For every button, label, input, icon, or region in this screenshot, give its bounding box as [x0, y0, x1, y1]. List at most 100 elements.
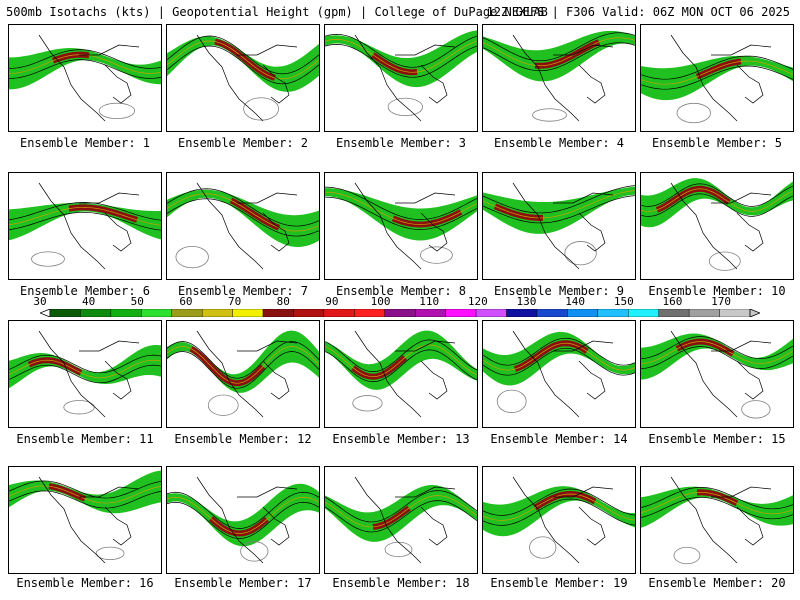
coastline [38, 330, 140, 418]
ensemble-map-panel [8, 466, 162, 574]
colorbar-segment [688, 309, 720, 317]
colorbar-segment [506, 309, 538, 317]
height-contour [167, 501, 319, 539]
colorbar-tick-label: 70 [227, 295, 242, 308]
colorbar-segment [171, 309, 203, 317]
colorbar-segment [201, 309, 233, 317]
height-contour-loop [98, 102, 136, 120]
height-contour-loop [708, 251, 741, 271]
height-contour [483, 37, 635, 67]
ensemble-map-panel [640, 466, 794, 574]
height-contour [9, 212, 161, 231]
ensemble-member-caption: Ensemble Member: 2 [177, 136, 309, 150]
height-contour [483, 342, 635, 371]
ensemble-map-panel [166, 24, 320, 132]
colorbar-segment [445, 309, 477, 317]
height-contour [325, 33, 477, 68]
isotach-band [325, 30, 477, 88]
isotach-colorbar [40, 309, 760, 317]
height-contour [641, 65, 793, 90]
height-contour [641, 496, 793, 520]
colorbar-segment [719, 309, 751, 317]
map-plot [9, 182, 161, 270]
coastline [38, 476, 140, 564]
colorbar-segment [262, 309, 294, 317]
height-contour [9, 207, 161, 226]
height-contour [641, 193, 793, 217]
map-plot [167, 34, 319, 122]
isotach-band [641, 55, 793, 101]
colorbar-segment [354, 309, 385, 317]
height-contour [483, 190, 635, 219]
height-contour [9, 485, 161, 504]
ensemble-map-panel [482, 466, 636, 574]
colorbar-tick-label: 130 [516, 295, 537, 308]
height-contour-loop [243, 97, 280, 121]
height-contour [167, 40, 319, 80]
height-contour [325, 495, 477, 528]
height-contour [9, 354, 161, 374]
coastline [670, 34, 772, 122]
coastline [512, 182, 614, 270]
map-plot [167, 476, 319, 564]
height-contour [167, 193, 319, 232]
colorbar-tick-label: 50 [130, 295, 144, 308]
height-contour [483, 337, 635, 366]
ensemble-map-panel [640, 24, 794, 132]
height-contour-loop [387, 97, 423, 117]
height-contour [167, 45, 319, 85]
height-contour-loop [673, 546, 701, 565]
ensemble-member-caption: Ensemble Member: 4 [493, 136, 625, 150]
height-contour-loop [420, 246, 453, 264]
height-contour [483, 42, 635, 72]
ensemble-map-panel [640, 320, 794, 428]
height-contour [641, 491, 793, 515]
height-contour [167, 496, 319, 534]
height-contour-loop [31, 251, 65, 267]
map-plot [483, 476, 635, 564]
ensemble-member-caption: Ensemble Member: 19 [490, 576, 628, 590]
coastline [38, 34, 140, 122]
ensemble-map-panel [324, 24, 478, 132]
ensemble-member-caption: Ensemble Member: 20 [648, 576, 786, 590]
coastline [670, 182, 772, 270]
ensemble-map-panel [482, 320, 636, 428]
height-contour-loop [95, 546, 125, 561]
colorbar-segment [536, 309, 568, 317]
colorbar-segment [415, 309, 446, 317]
ensemble-member-caption: Ensemble Member: 13 [332, 432, 470, 446]
coastline [196, 330, 298, 418]
ensemble-member-caption: Ensemble Member: 11 [16, 432, 154, 446]
height-contour [641, 486, 793, 510]
height-contour [167, 35, 319, 75]
isotach-band [483, 486, 635, 537]
ensemble-member-caption: Ensemble Member: 5 [651, 136, 783, 150]
ensemble-member-caption: Ensemble Member: 1 [19, 136, 151, 150]
isotach-band [167, 36, 319, 92]
colorbar-segment [293, 309, 325, 317]
map-plot [641, 476, 793, 565]
colorbar-tick-label: 60 [179, 295, 193, 308]
map-plot [483, 330, 635, 418]
header-valid-time: 12Z GEFS | F306 Valid: 06Z MON OCT 06 20… [486, 5, 790, 19]
height-contour [483, 185, 635, 214]
height-contour [483, 498, 635, 526]
isotach-band [9, 344, 161, 389]
colorbar-tick-label: 40 [82, 295, 96, 308]
isotach-band [641, 178, 793, 228]
height-contour [641, 60, 793, 85]
colorbar-tick-label: 30 [33, 295, 47, 308]
height-contour [9, 59, 161, 79]
height-contour [641, 336, 793, 359]
ensemble-member-caption: Ensemble Member: 12 [174, 432, 312, 446]
height-contour [167, 351, 319, 389]
height-contour [9, 480, 161, 499]
height-contour [325, 43, 477, 78]
coastline [512, 34, 614, 122]
ensemble-map-panel [324, 466, 478, 574]
height-contour [483, 32, 635, 62]
ensemble-member-caption: Ensemble Member: 14 [490, 432, 628, 446]
map-plot [9, 330, 161, 418]
ensemble-map-panel [482, 172, 636, 280]
height-contour-loop [384, 541, 413, 558]
